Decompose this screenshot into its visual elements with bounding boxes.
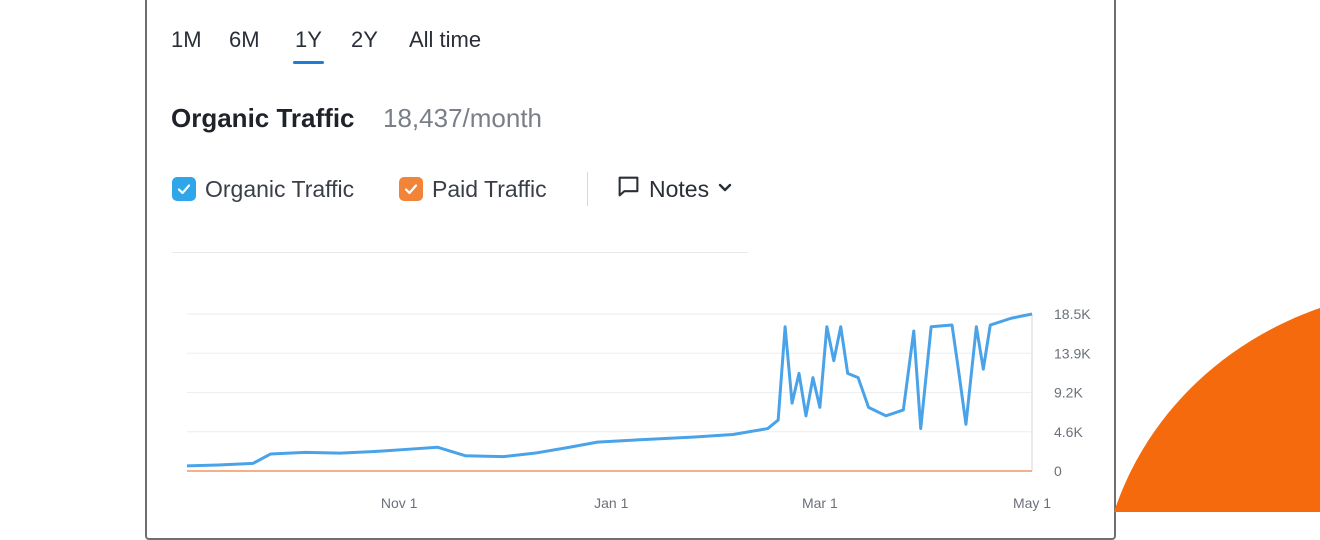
legend-divider [587,172,588,206]
traffic-panel [145,0,1116,540]
check-icon[interactable] [399,177,423,201]
series-organic-traffic-line [186,312,1033,468]
check-icon[interactable] [172,177,196,201]
legend-paid-label: Paid Traffic [432,175,547,202]
comment-icon [616,174,641,204]
tab-all-time[interactable]: All time [409,27,482,52]
decorative-shape [1114,308,1320,512]
y-tick-label: 4.6K [1054,424,1083,440]
chevron-down-icon [717,179,733,200]
tab-2y[interactable]: 2Y [351,27,378,52]
section-divider [172,252,748,253]
notes-dropdown[interactable]: Notes [616,174,733,204]
x-tick-label: Nov 1 [381,495,418,511]
y-tick-label: 9.2K [1054,385,1083,401]
legend-organic-label: Organic Traffic [205,175,355,202]
tab-6m[interactable]: 6M [229,27,260,52]
tab-1y[interactable]: 1Y [293,27,324,64]
tab-1m[interactable]: 1M [171,27,202,52]
y-tick-label: 13.9K [1054,345,1091,361]
traffic-value: 18,437/month [383,103,543,133]
page-title: Organic Traffic [171,103,355,133]
y-tick-label: 18.5K [1054,306,1091,322]
legend-paid-toggle[interactable]: Paid Traffic [399,175,547,203]
x-tick-label: May 1 [1013,495,1051,511]
y-tick-label: 0 [1054,463,1062,479]
notes-label: Notes [649,175,710,202]
x-tick-label: Jan 1 [594,495,628,511]
traffic-chart: 0 4.6K 9.2K 13.9K 18.5K Nov 1 Jan 1 Mar 1 May 1 [186,306,1091,511]
x-tick-label: Mar 1 [802,495,838,511]
legend-organic-toggle[interactable]: Organic Traffic [172,175,354,203]
